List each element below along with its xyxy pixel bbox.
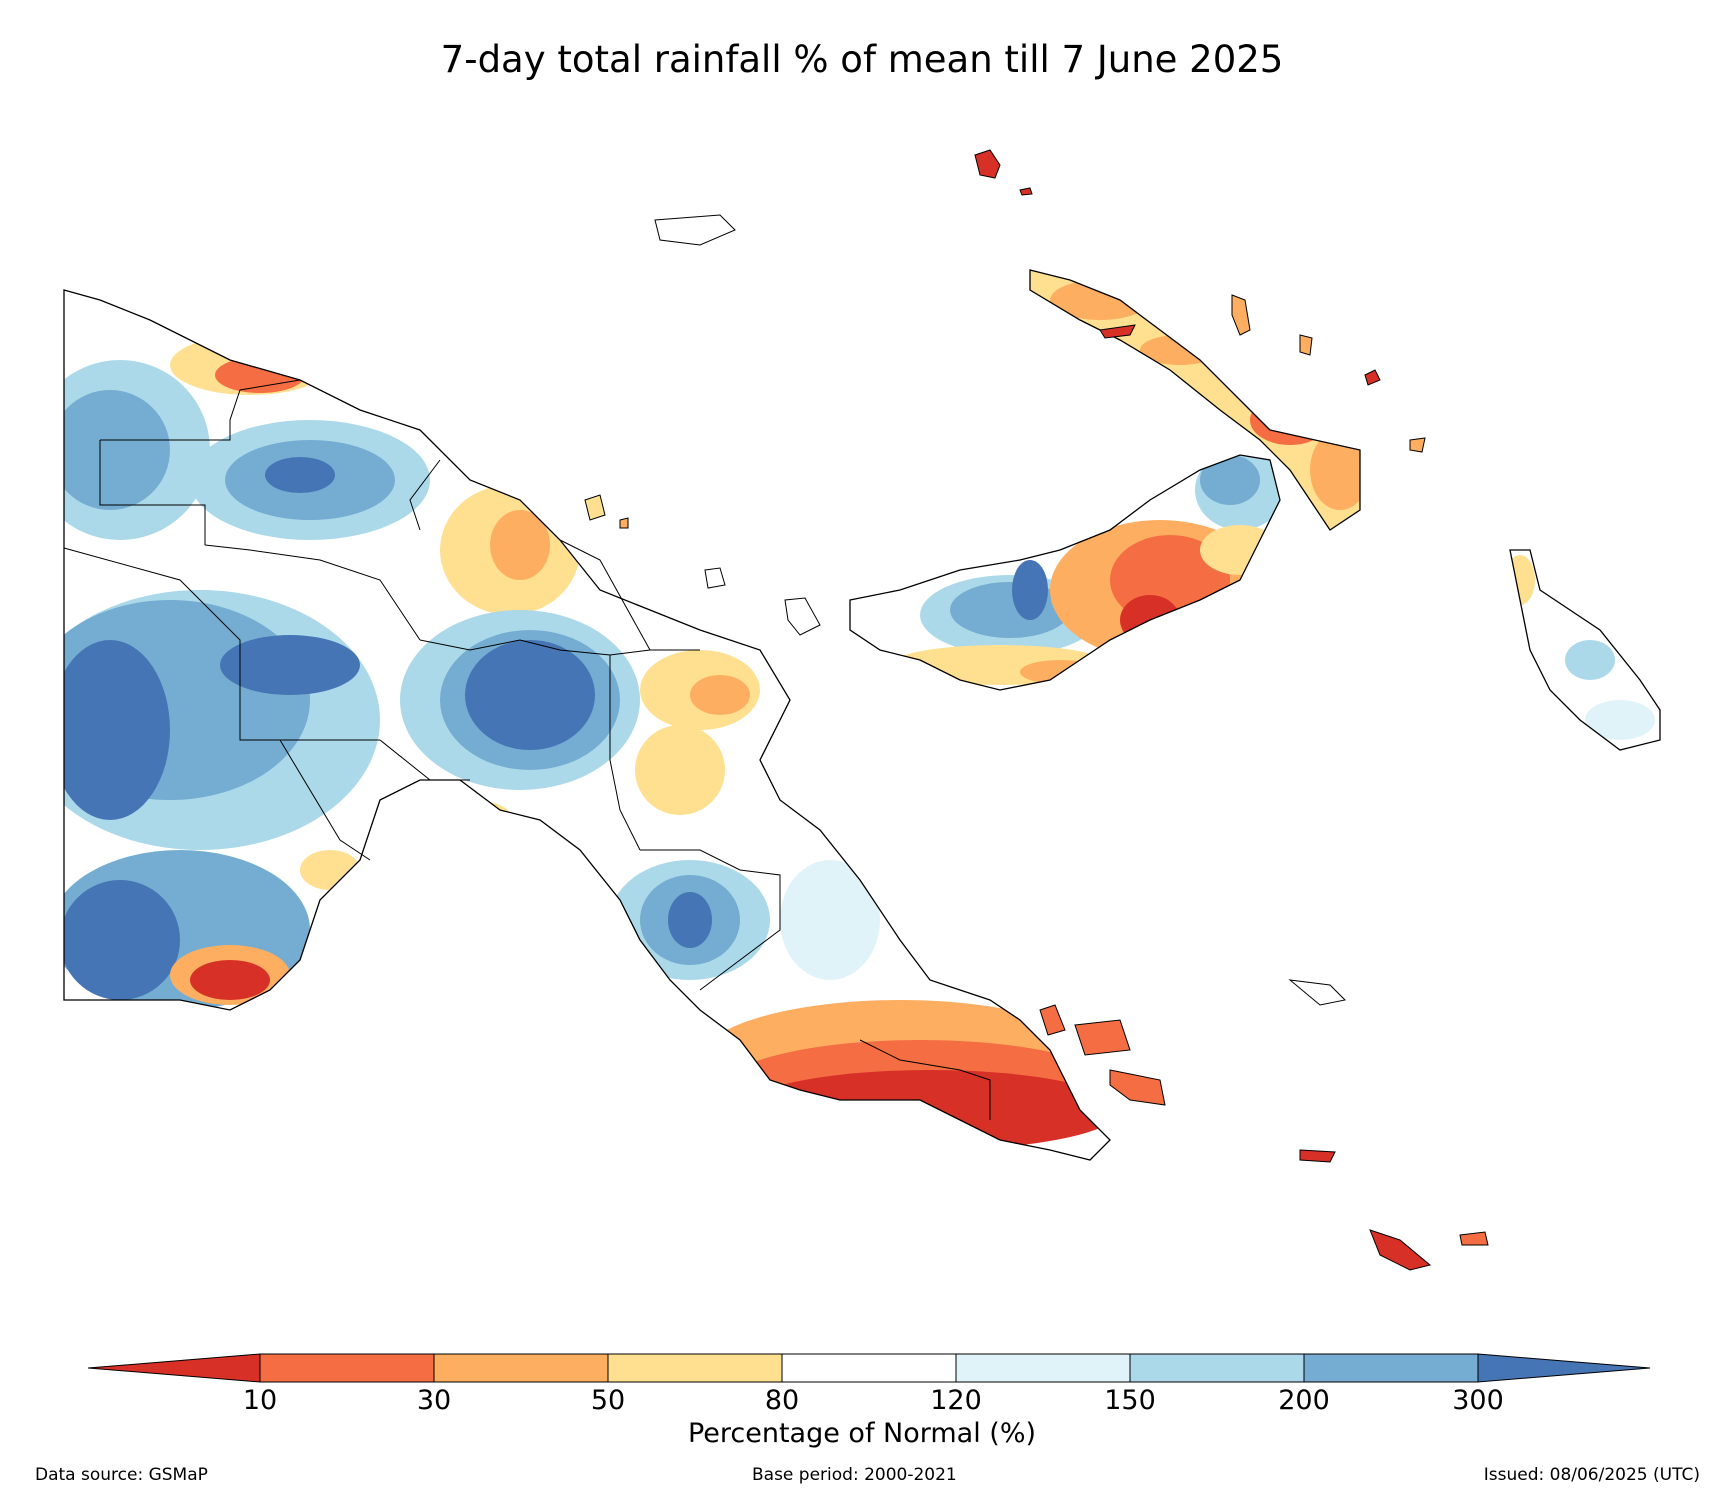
colorbar-tick: 80 [764,1385,800,1416]
new-britain-coastline [849,454,1281,691]
colorbar-tick: 10 [242,1385,278,1416]
data-source-note: Data source: GSMaP [35,1465,208,1485]
colorbar-bin-200-300 [1303,1353,1479,1383]
colorbar-high-extend [1477,1353,1651,1383]
colorbar-bin-50-80 [607,1353,783,1383]
colorbar-bin-10-30 [259,1353,435,1383]
colorbar-bin-120-150 [955,1353,1131,1383]
colorbar-tick: 30 [416,1385,452,1416]
colorbar-bin-30-50 [433,1353,609,1383]
small-islands [584,149,1489,1271]
colorbar-low-extend [87,1353,261,1383]
colorbar-label: Percentage of Normal (%) [687,1418,1037,1449]
colorbar-tick: 150 [1104,1385,1156,1416]
colorbar-tick: 300 [1452,1385,1504,1416]
bougainville-rainfall-field [1510,550,1660,750]
map-title: 7-day total rainfall % of mean till 7 Ju… [440,38,1284,81]
colorbar-tick: 50 [590,1385,626,1416]
colorbar-tick: 120 [930,1385,982,1416]
issued-date-note: Issued: 08/06/2025 (UTC) [1483,1465,1700,1485]
new-ireland-coastline [1029,269,1361,531]
colorbar-bin-150-200 [1129,1353,1305,1383]
colorbar-tick: 200 [1278,1385,1330,1416]
colorbar [87,1353,1651,1383]
mainland-coastline [63,289,1111,1161]
mainland-rainfall-field [64,290,1110,1160]
new-britain-rainfall-field [850,455,1280,690]
province-boundaries [63,379,991,1120]
colorbar-bin-80-120 [781,1353,957,1383]
base-period-note: Base period: 2000-2021 [752,1465,957,1485]
bougainville-coastline [1509,549,1661,751]
